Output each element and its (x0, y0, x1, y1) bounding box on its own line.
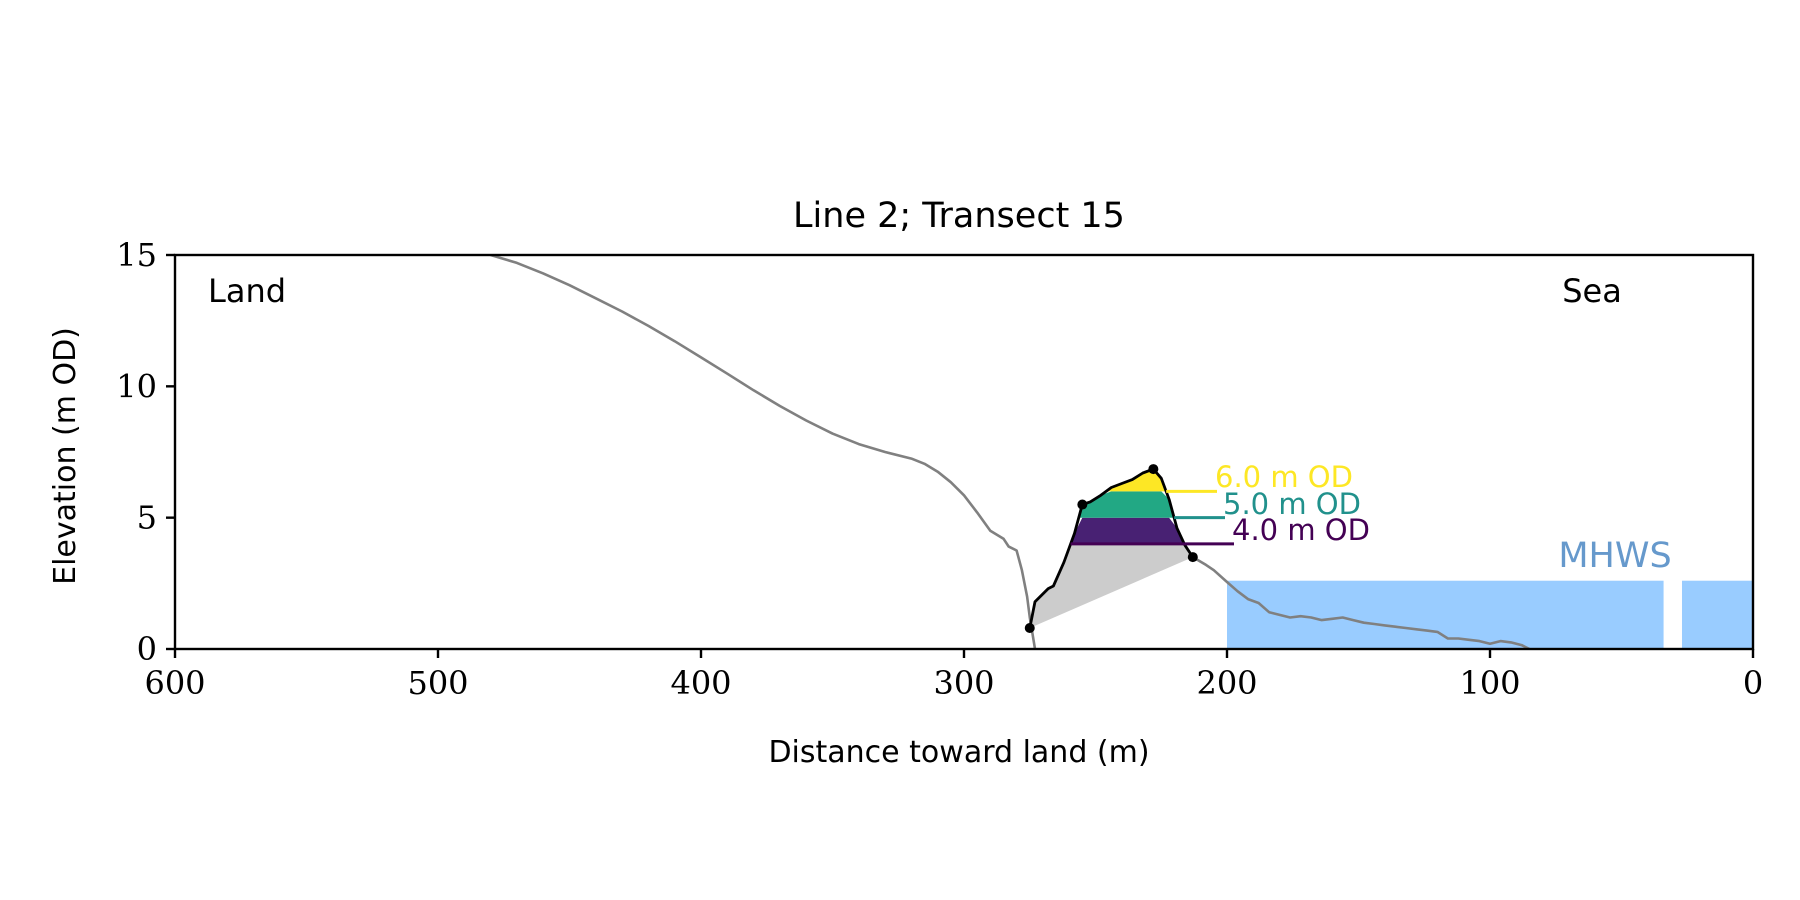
level-label-4: 4.0 m OD (1232, 513, 1370, 547)
volume-band-lower (1071, 518, 1185, 544)
y-tick-label: 5 (137, 499, 157, 537)
y-tick-label: 10 (116, 367, 157, 405)
dune-point-marker (1025, 623, 1035, 633)
x-tick-label: 500 (407, 664, 468, 702)
dune-point-marker (1077, 500, 1087, 510)
x-tick-label: 0 (1743, 664, 1763, 702)
x-tick-label: 200 (1196, 664, 1257, 702)
x-axis-label: Distance toward land (m) (768, 735, 1149, 770)
plot-content (491, 255, 1753, 649)
chart-title: Line 2; Transect 15 (793, 196, 1125, 236)
volume-band-middle (1079, 491, 1174, 517)
x-tick-label: 400 (670, 664, 731, 702)
dune-point-marker (1148, 464, 1158, 474)
y-tick-label: 15 (116, 236, 157, 274)
x-tick-label: 600 (144, 664, 205, 702)
dune-point-marker (1188, 552, 1198, 562)
mhws-water-block (1227, 581, 1664, 649)
sea-label: Sea (1562, 272, 1622, 310)
x-tick-label: 300 (933, 664, 994, 702)
y-axis-label: Elevation (m OD) (48, 327, 83, 585)
y-tick-label: 0 (137, 630, 157, 668)
mhws-water-block (1682, 581, 1753, 649)
mhws-label: MHWS (1558, 536, 1671, 576)
land-profile-line (491, 255, 1035, 649)
x-tick-label: 100 (1459, 664, 1520, 702)
land-label: Land (208, 272, 286, 310)
